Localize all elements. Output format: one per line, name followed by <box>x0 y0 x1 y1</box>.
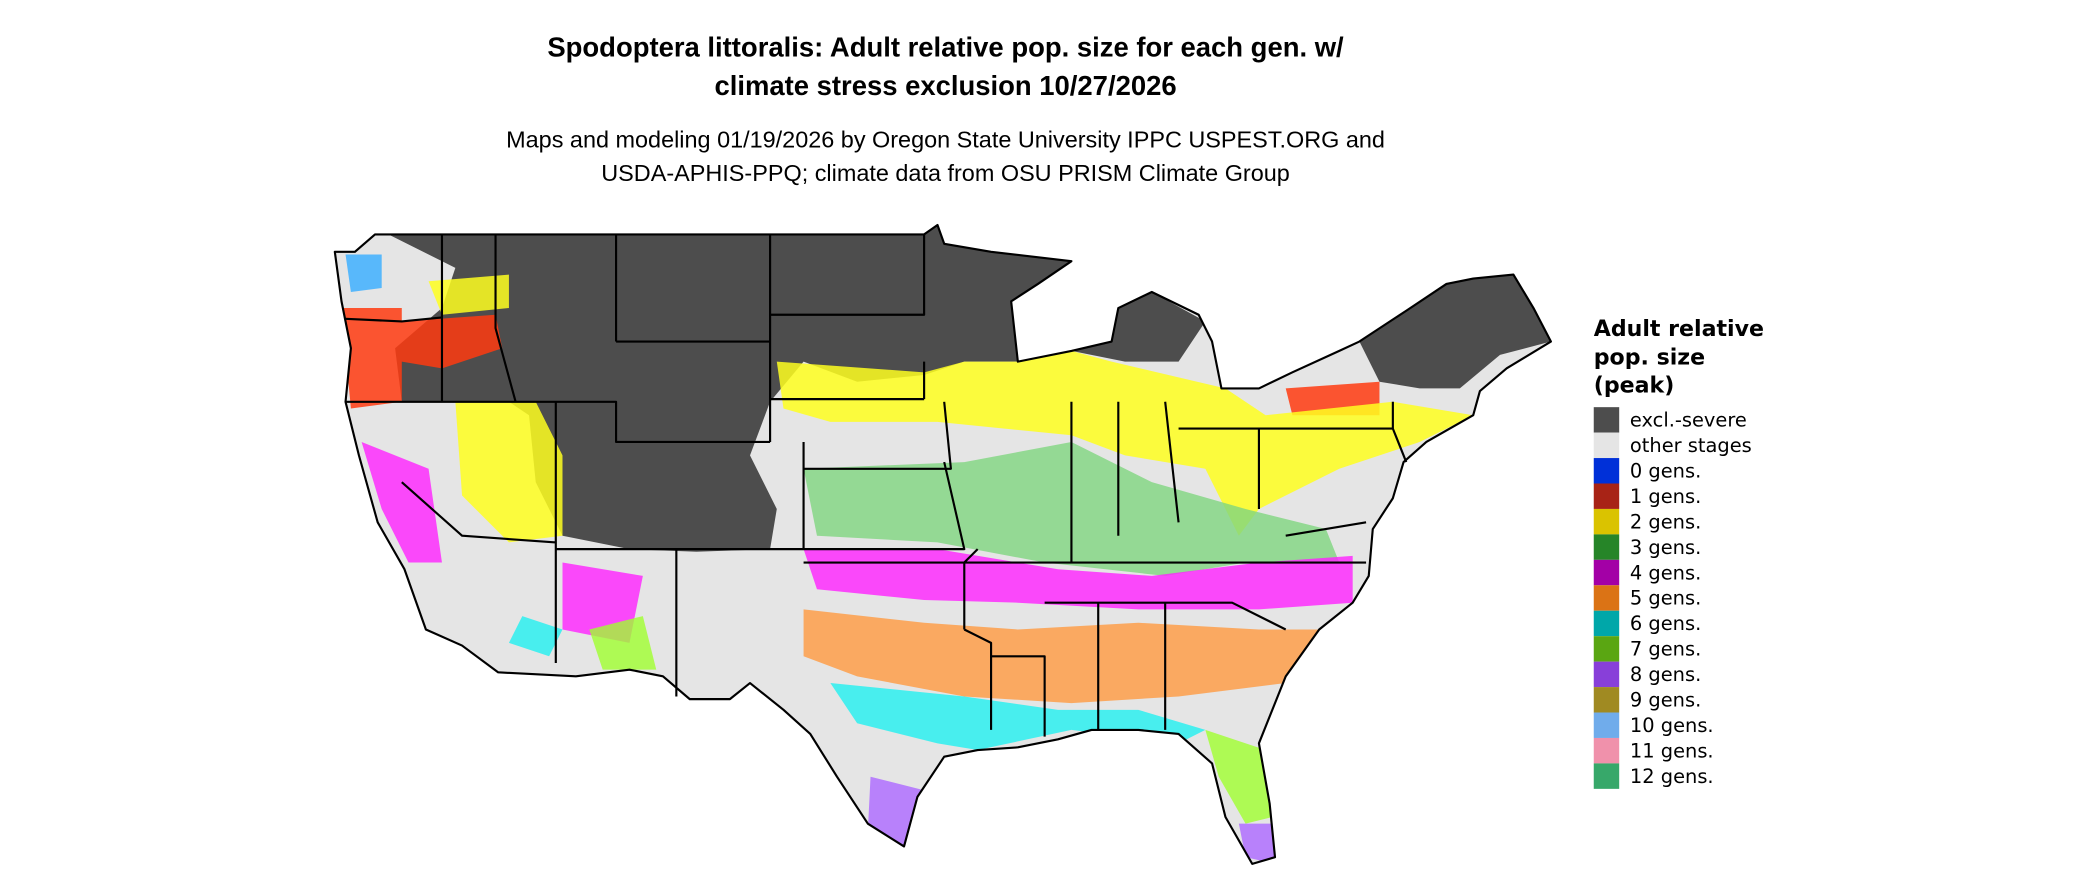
legend-title-line-2: pop. size <box>1594 344 1705 370</box>
legend-label: other stages <box>1630 434 1752 457</box>
legend-swatch <box>1593 432 1620 459</box>
subtitle-line-2: USDA-APHIS-PPQ; climate data from OSU PR… <box>601 160 1290 186</box>
subtitle-line-1: Maps and modeling 01/19/2026 by Oregon S… <box>506 126 1385 152</box>
legend-swatch <box>1593 407 1620 433</box>
band-10-gen <box>345 254 382 292</box>
legend-title-line-3: (peak) <box>1594 372 1675 398</box>
legend-label: 4 gens. <box>1630 561 1701 584</box>
legend-swatch <box>1593 712 1620 738</box>
title-line-1: Spodoptera littoralis: Adult relative po… <box>547 31 1344 62</box>
legend-label: 9 gens. <box>1630 688 1701 711</box>
legend-label: 7 gens. <box>1630 638 1701 661</box>
legend: Adult relative pop. size (peak) excl.-se… <box>1593 316 1764 789</box>
legend-swatch <box>1593 508 1620 535</box>
legend-label: 8 gens. <box>1630 663 1701 686</box>
legend-label: 1 gens. <box>1630 485 1701 508</box>
title-line-2: climate stress exclusion 10/27/2026 <box>714 70 1176 101</box>
band-2-gen <box>428 274 1474 543</box>
band-8-gen <box>867 776 1280 864</box>
legend-title-line-1: Adult relative <box>1594 316 1764 342</box>
legend-label: 5 gens. <box>1630 587 1701 610</box>
legend-swatch <box>1593 737 1620 764</box>
legend-label: 3 gens. <box>1630 536 1701 559</box>
legend-label: excl.-severe <box>1630 409 1747 432</box>
excluded-region-northeast <box>1359 274 1551 389</box>
legend-label: 10 gens. <box>1630 714 1714 737</box>
legend-swatch <box>1593 763 1620 789</box>
band-1-gen <box>341 308 1380 416</box>
legend-label: 11 gens. <box>1630 739 1714 762</box>
legend-swatch <box>1593 610 1620 637</box>
band-4-gen <box>361 441 1353 643</box>
state-borders <box>333 223 1552 865</box>
legend-label: 2 gens. <box>1630 510 1701 533</box>
band-6-gen <box>508 616 1206 751</box>
legend-swatch <box>1593 483 1620 509</box>
legend-swatch <box>1593 661 1620 688</box>
legend-swatch <box>1593 458 1620 484</box>
excluded-region-lakes <box>1011 287 1206 362</box>
legend-swatch <box>1593 559 1620 586</box>
legend-swatch <box>1593 585 1620 611</box>
band-5-gen <box>803 609 1326 704</box>
legend-swatch <box>1593 687 1620 713</box>
legend-label: 0 gens. <box>1630 459 1701 482</box>
legend-swatch <box>1593 534 1620 560</box>
legend-label: 6 gens. <box>1630 612 1701 635</box>
legend-label: 12 gens. <box>1630 765 1714 788</box>
legend-swatch <box>1593 636 1620 662</box>
